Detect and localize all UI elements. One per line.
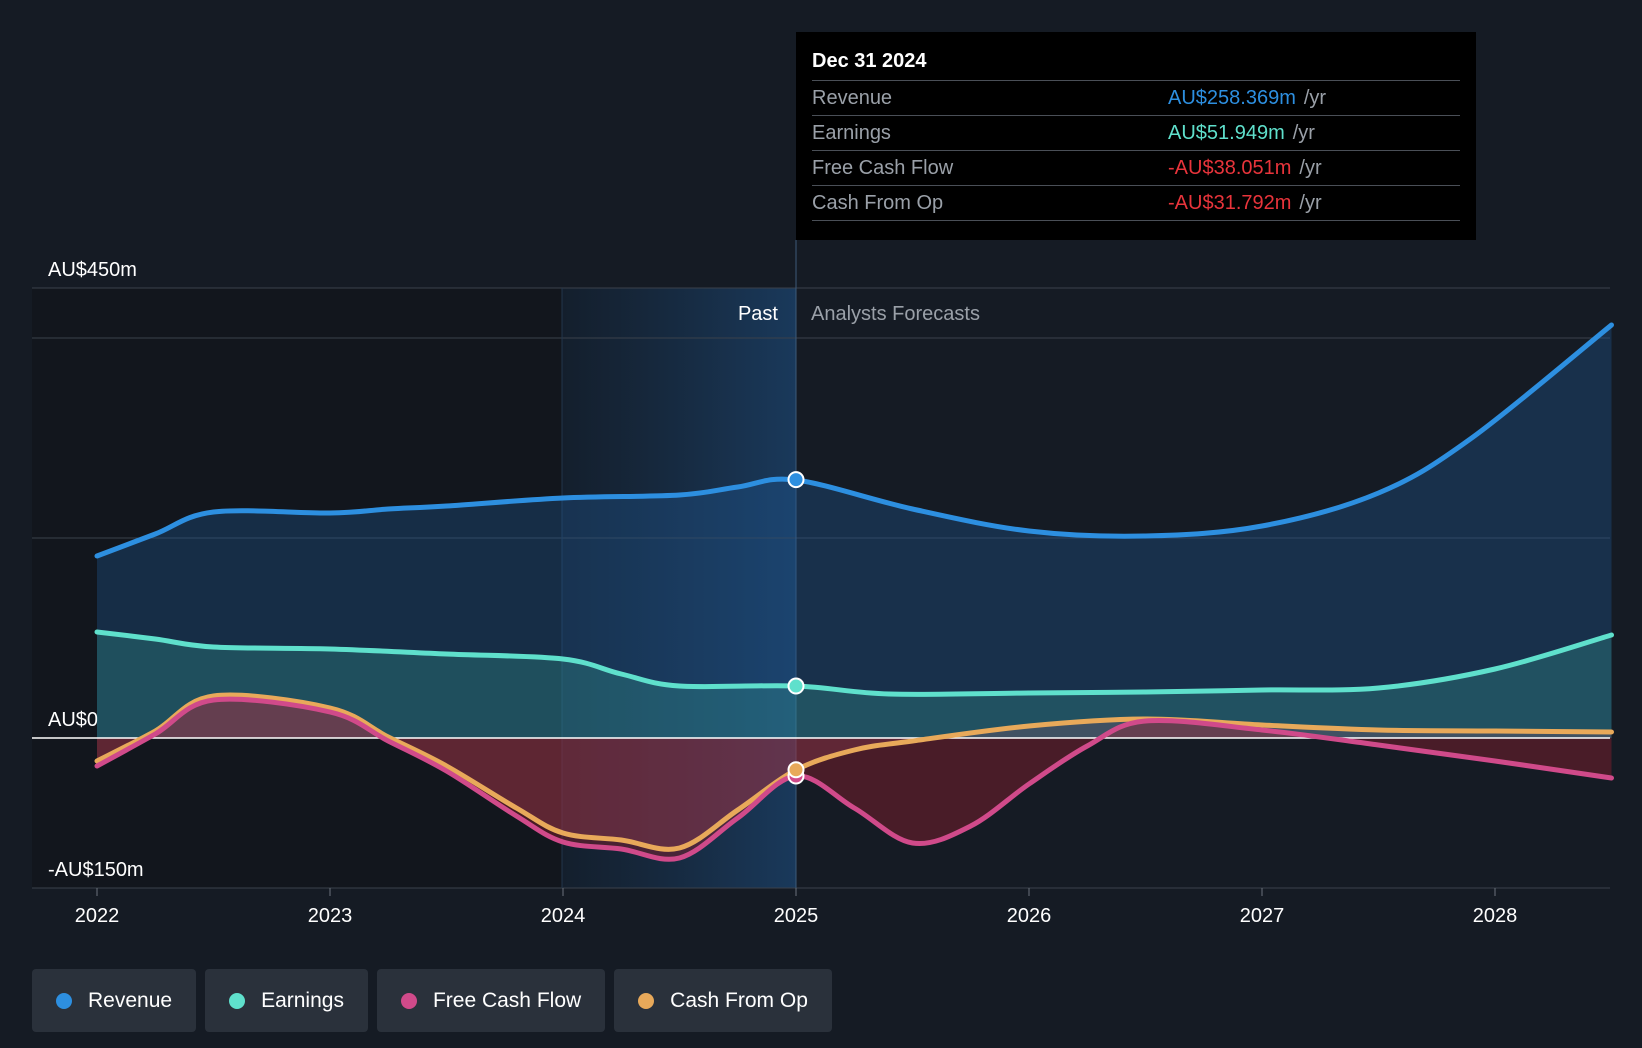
x-tick-label: 2022 — [75, 905, 120, 927]
area-cash-from-op — [97, 695, 1612, 850]
area-revenue — [97, 325, 1612, 738]
marker-earnings — [787, 677, 805, 695]
tooltip-row: Cash From Op -AU$31.792m/yr — [812, 186, 1460, 221]
area-earnings — [97, 632, 1612, 738]
x-tick-label: 2025 — [774, 905, 819, 927]
tooltip-label: Earnings — [812, 122, 891, 144]
legend-dot-icon — [229, 992, 246, 1009]
legend-item-revenue[interactable]: Revenue — [32, 969, 197, 1032]
line-revenue — [94, 322, 1614, 559]
tooltip-value: AU$51.949m — [1168, 122, 1285, 144]
legend-dot-icon — [638, 992, 655, 1009]
tooltip-unit: /yr — [1292, 122, 1315, 144]
tooltip-row: Revenue AU$258.369m/yr — [812, 81, 1460, 116]
legend-label: Cash From Op — [670, 988, 808, 1012]
tooltip-value: -AU$31.792m — [1168, 192, 1292, 214]
x-tick-label: 2027 — [1240, 905, 1285, 927]
tooltip-unit: /yr — [1299, 192, 1322, 214]
tooltip-value: -AU$38.051m — [1168, 157, 1292, 179]
legend-label: Revenue — [88, 988, 173, 1012]
legend-dot-icon — [56, 992, 72, 1009]
legend: Revenue Earnings Free Cash Flow Cash From O… — [32, 969, 832, 1032]
marker-revenue — [787, 471, 805, 489]
x-tick-label: 2024 — [541, 905, 586, 927]
tooltip-row: Earnings AU$51.949m/yr — [812, 116, 1460, 151]
tooltip-label: Cash From Op — [812, 192, 944, 214]
chart-svg: AU$450m AU$0 -AU$150m 2022 2023 2024 2025 2026… — [32, 240, 1614, 927]
past-label: Past — [738, 303, 778, 325]
y-axis-label: AU$450m — [48, 259, 137, 281]
marker-cash-from-op — [787, 761, 805, 779]
tooltip-value: AU$258.369m — [1168, 87, 1296, 109]
tooltip-label: Free Cash Flow — [812, 157, 954, 179]
tooltip-unit: /yr — [1303, 87, 1327, 109]
legend-dot-icon — [400, 992, 417, 1009]
x-tick-label: 2028 — [1473, 905, 1518, 927]
forecast-label: Analysts Forecasts — [811, 303, 980, 325]
y-axis-label: -AU$150m — [48, 859, 144, 881]
past-highlight-band — [562, 288, 796, 888]
tooltip-unit: /yr — [1299, 157, 1322, 179]
legend-label: Earnings — [261, 988, 344, 1012]
line-cash-from-op — [94, 692, 1614, 852]
legend-label: Free Cash Flow — [432, 988, 582, 1012]
tooltip-row: Free Cash Flow -AU$38.051m/yr — [812, 151, 1460, 186]
x-tick-label: 2023 — [308, 905, 353, 927]
tooltip-label: Revenue — [812, 87, 893, 109]
legend-item-free-cash-flow[interactable]: Free Cash Flow — [376, 969, 606, 1032]
area-free-cash-flow — [97, 699, 1612, 860]
x-tick-label: 2026 — [1007, 905, 1052, 927]
tooltip: Dec 31 2024 Revenue AU$258.369m/yr Earning… — [796, 32, 1476, 240]
y-axis-label: AU$0 — [48, 709, 98, 731]
tooltip-date: Dec 31 2024 — [812, 46, 1460, 81]
legend-item-earnings[interactable]: Earnings — [205, 969, 368, 1032]
legend-item-cash-from-op[interactable]: Cash From Op — [614, 969, 832, 1032]
